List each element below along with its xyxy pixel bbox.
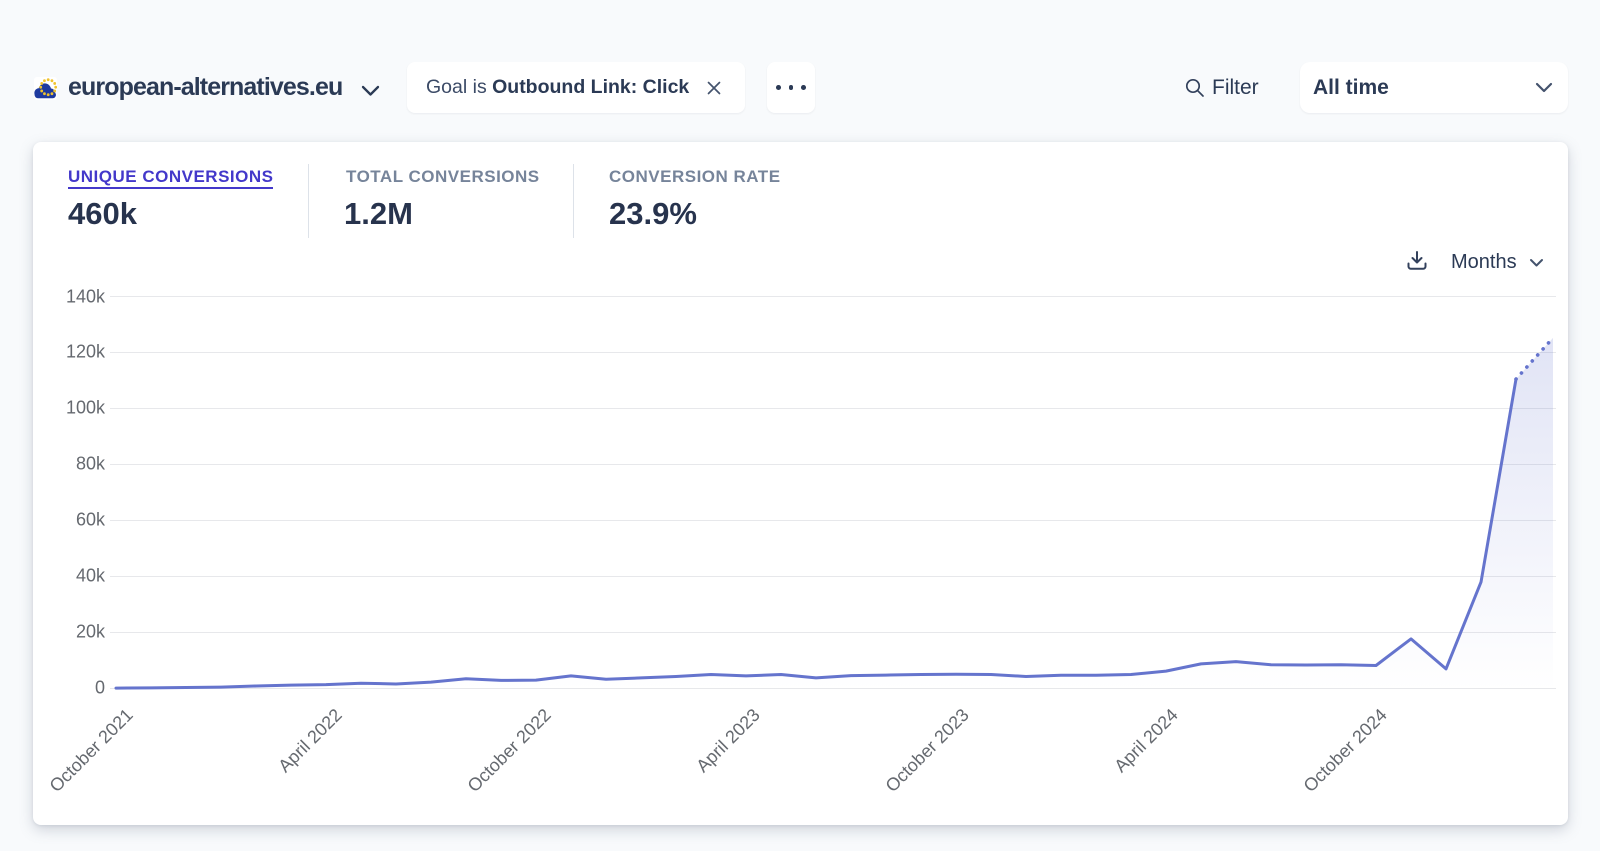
svg-text:October 2023: October 2023 [882,705,973,796]
svg-text:0: 0 [95,678,105,698]
svg-text:October 2021: October 2021 [46,705,137,796]
svg-text:100k: 100k [66,398,106,418]
svg-text:October 2024: October 2024 [1300,705,1391,796]
svg-text:120k: 120k [66,342,106,362]
svg-text:April 2023: April 2023 [692,705,763,776]
svg-text:80k: 80k [76,454,106,474]
svg-text:140k: 140k [66,287,106,307]
svg-text:April 2022: April 2022 [274,705,345,776]
svg-text:40k: 40k [76,566,106,586]
svg-text:20k: 20k [76,622,106,642]
svg-text:April 2024: April 2024 [1110,705,1181,776]
svg-text:October 2022: October 2022 [464,705,555,796]
svg-text:60k: 60k [76,510,106,530]
